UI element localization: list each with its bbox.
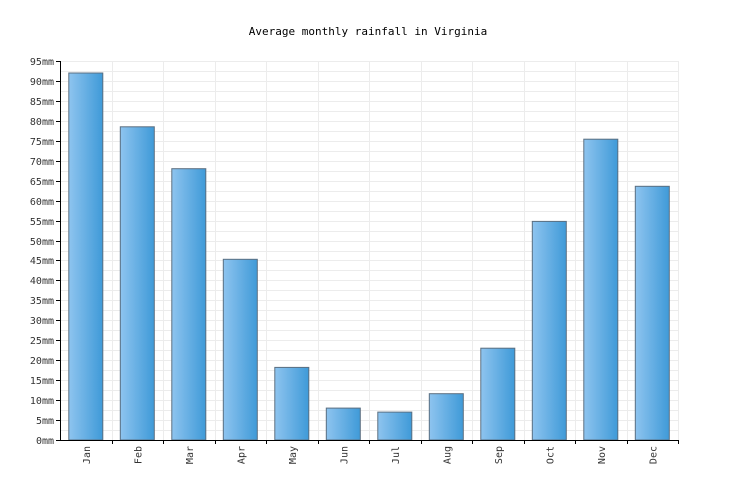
x-tick-label: Jun	[339, 446, 350, 464]
bar-sep	[480, 347, 516, 441]
y-tick-label: 35mm	[30, 296, 54, 307]
x-tick-label: Oct	[545, 446, 556, 464]
y-tick-label: 50mm	[30, 237, 54, 248]
y-tick-label: 30mm	[30, 316, 54, 327]
x-tick-label: Aug	[442, 446, 453, 464]
y-tick-label: 15mm	[30, 376, 54, 387]
grid	[60, 61, 679, 441]
x-tick-label: Jan	[82, 446, 93, 464]
x-tick-label: Feb	[133, 446, 144, 464]
y-tick-label: 60mm	[30, 197, 54, 208]
y-tick-label: 65mm	[30, 177, 54, 188]
x-tick-label: Mar	[185, 446, 196, 464]
y-tick-label: 85mm	[30, 97, 54, 108]
bar-nov	[583, 138, 619, 441]
y-tick-label: 10mm	[30, 396, 54, 407]
y-axis-ticks: 0mm 5mm 10mm 15mm 20mm 25mm 30mm 35mm 40mm 45mm 50…	[30, 57, 60, 447]
y-tick-label: 40mm	[30, 276, 54, 287]
y-tick-label: 5mm	[36, 416, 54, 427]
x-tick-label: Jul	[391, 446, 402, 464]
y-tick-label: 70mm	[30, 157, 54, 168]
bar-may	[274, 366, 310, 441]
bars	[68, 72, 670, 441]
bar-apr	[222, 258, 258, 441]
y-tick-label: 0mm	[36, 436, 54, 447]
y-tick-label: 20mm	[30, 356, 54, 367]
y-tick-label: 75mm	[30, 137, 54, 148]
bar-aug	[428, 393, 464, 441]
bar-feb	[119, 126, 155, 441]
y-tick-label: 25mm	[30, 336, 54, 347]
bar-jul	[377, 411, 413, 441]
bar-jan	[68, 72, 104, 441]
chart-title: Average monthly rainfall in Virginia	[249, 25, 487, 38]
y-tick-label: 95mm	[30, 57, 54, 68]
y-tick-label: 45mm	[30, 256, 54, 267]
x-axis-ticks: Jan Feb Mar Apr May Jun Jul Aug Sep Oct Nov Dec	[82, 440, 679, 464]
y-tick-label: 80mm	[30, 117, 54, 128]
bar-oct	[531, 220, 567, 441]
y-tick-label: 90mm	[30, 77, 54, 88]
x-tick-label: Apr	[236, 446, 247, 464]
bar-jun	[325, 407, 361, 441]
bar-mar	[171, 168, 207, 441]
y-tick-label: 55mm	[30, 217, 54, 228]
x-tick-label: Nov	[597, 446, 608, 464]
x-tick-label: Sep	[494, 446, 505, 464]
x-tick-label: Dec	[648, 446, 659, 464]
x-tick-label: May	[288, 446, 299, 464]
bar-dec	[634, 185, 670, 441]
